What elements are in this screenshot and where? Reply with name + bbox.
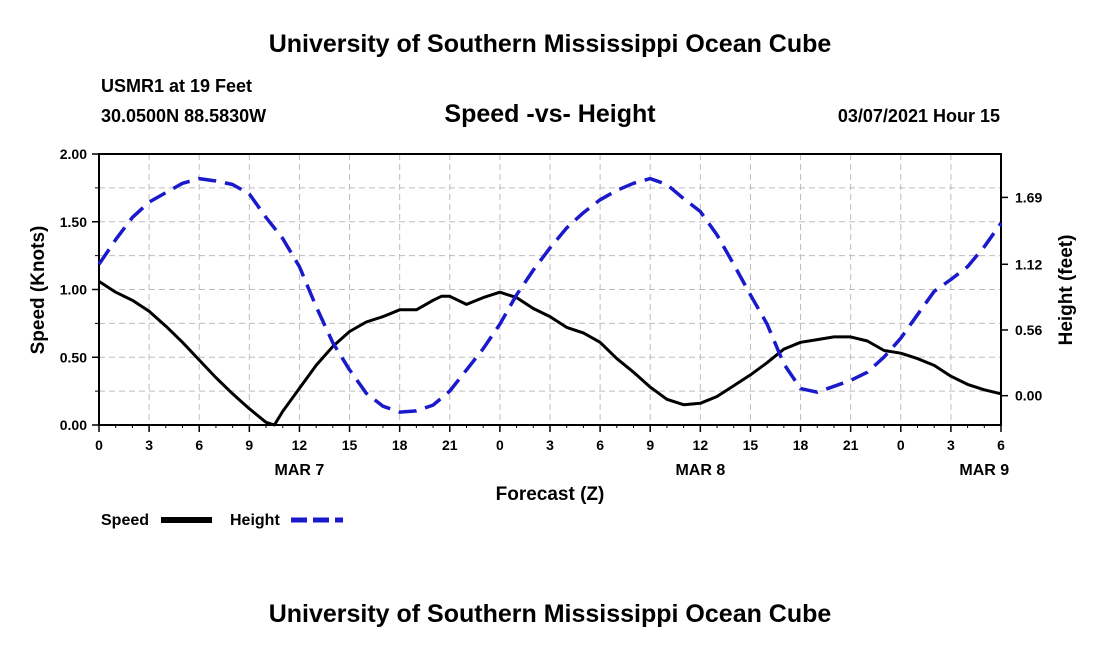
date-label: MAR 9: [959, 462, 1009, 479]
left-y-tick-label: 0.00: [60, 417, 87, 433]
left-y-tick-label: 2.00: [60, 146, 87, 162]
station-label: USMR1 at 19 Feet: [101, 76, 253, 96]
x-tick-label: 3: [947, 437, 955, 453]
grid-lines: [99, 154, 1001, 425]
x-tick-label: 6: [997, 437, 1005, 453]
forecast-datetime: 03/07/2021 Hour 15: [837, 106, 1000, 126]
left-y-tick-labels: 0.00 0.50 1.00 1.50 2.00: [60, 146, 87, 433]
x-tick-label: 12: [292, 437, 308, 453]
x-tick-label: 9: [245, 437, 253, 453]
x-tick-label: 3: [145, 437, 153, 453]
x-tick-label: 0: [496, 437, 504, 453]
x-tick-labels: 0 3 6 9 12 15 18 21 0 3 6 9 12 15 18 21 0 3 6: [95, 437, 1005, 453]
x-tick-label: 0: [95, 437, 103, 453]
right-y-tick-labels: 0.00 0.56 1.12 1.69: [1015, 189, 1042, 403]
series-lines: [97, 176, 1003, 427]
x-tick-label: 6: [596, 437, 604, 453]
legend-height-label: Height: [230, 512, 280, 529]
right-y-tick-label: 1.12: [1015, 256, 1042, 272]
series-line-speed: [98, 280, 1002, 427]
date-label: MAR 8: [675, 462, 725, 479]
axis-ticks: [92, 153, 1008, 432]
x-tick-label: 12: [693, 437, 709, 453]
legend-speed-label: Speed: [101, 512, 149, 529]
legend: Speed Height: [101, 512, 343, 529]
x-tick-label: 6: [195, 437, 203, 453]
left-y-tick-label: 1.50: [60, 214, 87, 230]
chart-title: Speed -vs- Height: [444, 100, 656, 128]
page-title: University of Southern Mississippi Ocean…: [268, 30, 832, 58]
left-y-axis-label: Speed (Knots): [28, 226, 49, 355]
x-axis-label: Forecast (Z): [496, 484, 605, 505]
x-tick-label: 15: [743, 437, 759, 453]
date-labels: MAR 7 MAR 8 MAR 9: [275, 462, 1010, 479]
x-tick-label: 9: [646, 437, 654, 453]
x-tick-label: 3: [546, 437, 554, 453]
left-y-tick-label: 0.50: [60, 349, 87, 365]
x-tick-label: 21: [442, 437, 458, 453]
right-y-axis-label: Height (feet): [1056, 235, 1077, 346]
left-y-tick-label: 1.00: [60, 282, 87, 298]
date-label: MAR 7: [275, 462, 325, 479]
x-tick-label: 18: [392, 437, 408, 453]
station-coordinates: 30.0500N 88.5830W: [101, 106, 267, 126]
x-tick-label: 21: [843, 437, 859, 453]
x-tick-label: 0: [897, 437, 905, 453]
series-line-height: [97, 176, 1003, 414]
right-y-tick-label: 0.56: [1015, 322, 1042, 338]
footer-title: University of Southern Mississippi Ocean…: [268, 600, 832, 628]
x-tick-label: 15: [342, 437, 358, 453]
right-y-tick-label: 0.00: [1015, 388, 1042, 404]
x-tick-label: 18: [793, 437, 809, 453]
right-y-tick-label: 1.69: [1015, 189, 1042, 205]
